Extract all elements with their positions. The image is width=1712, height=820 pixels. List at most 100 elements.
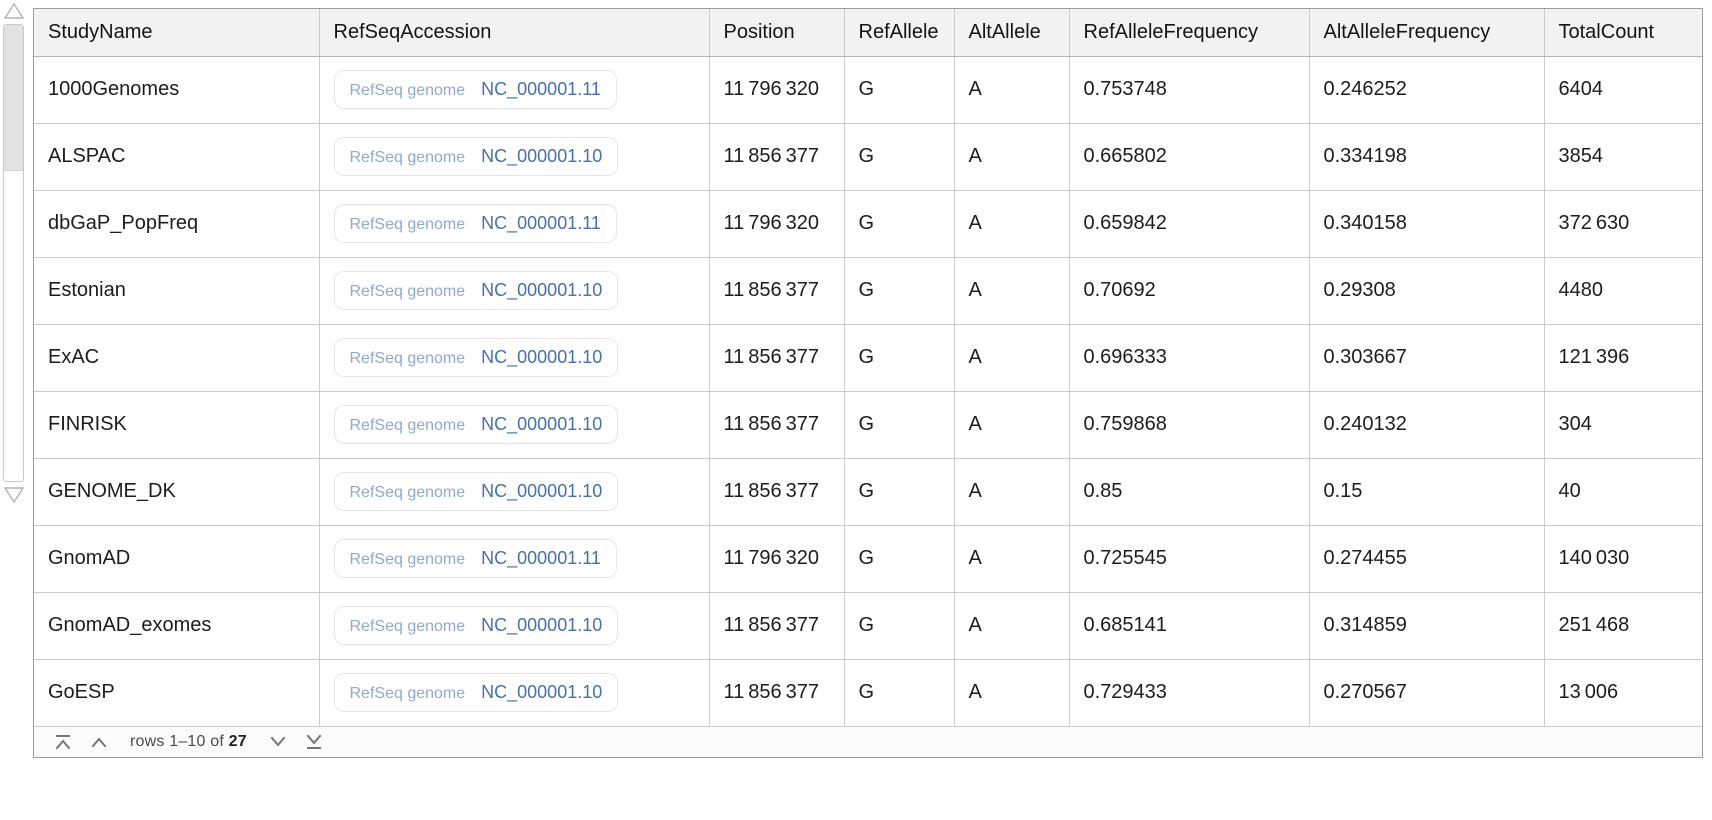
total-count-cell: 3854 [1544, 123, 1702, 191]
first-page-button[interactable] [48, 730, 78, 754]
refseq-accession-link[interactable]: NC_000001.10 [481, 682, 603, 702]
scroll-down-button[interactable] [2, 486, 26, 504]
position-cell: 11 856 377 [709, 458, 845, 526]
refseq-accession-link[interactable]: NC_000001.11 [481, 213, 601, 233]
refseq-accession-link[interactable]: NC_000001.10 [481, 414, 603, 434]
study-name-cell: 1000Genomes [34, 56, 320, 124]
position-cell: 11 796 320 [709, 56, 845, 124]
refseq-accession-link[interactable]: NC_000001.11 [481, 548, 601, 568]
position-cell: 11 856 377 [709, 123, 845, 191]
refseq-genome-label: RefSeq genome [349, 417, 466, 434]
first-page-icon [55, 734, 71, 749]
table-row: GnomAD_exomes RefSeq genome NC_000001.10 11… [34, 592, 1702, 660]
refseq-accession-link[interactable]: NC_000001.10 [481, 481, 603, 501]
table-row: Estonian RefSeq genome NC_000001.10 11 856 … [34, 257, 1702, 325]
column-header-totalcount: TotalCount [1544, 9, 1702, 57]
alt-allele-frequency-cell: 0.240132 [1309, 391, 1545, 459]
ref-allele-cell: G [844, 56, 955, 124]
refseq-accession-link[interactable]: NC_000001.10 [481, 615, 603, 635]
column-header-studyname: StudyName [34, 9, 320, 57]
refseq-accession-cell: RefSeq genome NC_000001.10 [319, 659, 710, 727]
position-cell: 11 856 377 [709, 324, 845, 392]
refseq-accession-link[interactable]: NC_000001.10 [481, 347, 603, 367]
refseq-accession-link[interactable]: NC_000001.11 [481, 79, 601, 99]
alt-allele-frequency-cell: 0.303667 [1309, 324, 1545, 392]
refseq-accession-badge: RefSeq genome NC_000001.10 [333, 472, 619, 511]
alt-allele-frequency-cell: 0.274455 [1309, 525, 1545, 593]
alt-allele-cell: A [954, 324, 1070, 392]
frequency-table: StudyName RefSeqAccession Position RefAllel… [34, 9, 1702, 727]
refseq-accession-badge: RefSeq genome NC_000001.10 [333, 405, 619, 444]
rows-range-text: rows 1–10 of [130, 732, 225, 750]
ref-allele-cell: G [844, 324, 955, 392]
column-header-altallelefrequency: AltAlleleFrequency [1309, 9, 1545, 57]
study-name-cell: dbGaP_PopFreq [34, 190, 320, 258]
column-header-refallele: RefAllele [844, 9, 955, 57]
position-cell: 11 856 377 [709, 592, 845, 660]
ref-allele-frequency-cell: 0.70692 [1069, 257, 1310, 325]
refseq-genome-label: RefSeq genome [349, 216, 466, 233]
total-count-cell: 13 006 [1544, 659, 1702, 727]
refseq-accession-cell: RefSeq genome NC_000001.10 [319, 257, 710, 325]
total-count-cell: 140 030 [1544, 525, 1702, 593]
refseq-genome-label: RefSeq genome [349, 618, 466, 635]
study-name-cell: ALSPAC [34, 123, 320, 191]
total-rows-count: 27 [228, 732, 247, 750]
study-name-cell: Estonian [34, 257, 320, 325]
alt-allele-frequency-cell: 0.270567 [1309, 659, 1545, 727]
ref-allele-frequency-cell: 0.85 [1069, 458, 1310, 526]
refseq-accession-cell: RefSeq genome NC_000001.11 [319, 56, 710, 124]
frequency-table-panel: StudyName RefSeqAccession Position RefAllel… [33, 8, 1703, 758]
ref-allele-cell: G [844, 659, 955, 727]
alt-allele-frequency-cell: 0.29308 [1309, 257, 1545, 325]
ref-allele-cell: G [844, 123, 955, 191]
alt-allele-frequency-cell: 0.340158 [1309, 190, 1545, 258]
refseq-accession-cell: RefSeq genome NC_000001.11 [319, 525, 710, 593]
refseq-accession-cell: RefSeq genome NC_000001.10 [319, 458, 710, 526]
table-row: GoESP RefSeq genome NC_000001.10 11 856 377… [34, 659, 1702, 727]
last-page-button[interactable] [299, 730, 329, 754]
scroll-up-button[interactable] [2, 2, 26, 20]
study-name-cell: FINRISK [34, 391, 320, 459]
refseq-genome-label: RefSeq genome [349, 484, 466, 501]
position-cell: 11 856 377 [709, 257, 845, 325]
ref-allele-frequency-cell: 0.753748 [1069, 56, 1310, 124]
prev-page-button[interactable] [84, 730, 114, 754]
refseq-genome-label: RefSeq genome [349, 149, 466, 166]
scrollbar-thumb[interactable] [4, 25, 23, 171]
refseq-accession-link[interactable]: NC_000001.10 [481, 280, 603, 300]
total-count-cell: 121 396 [1544, 324, 1702, 392]
refseq-genome-label: RefSeq genome [349, 685, 466, 702]
refseq-genome-label: RefSeq genome [349, 551, 466, 568]
ref-allele-frequency-cell: 0.659842 [1069, 190, 1310, 258]
column-header-refallelefrequency: RefAlleleFrequency [1069, 9, 1310, 57]
table-header-row: StudyName RefSeqAccession Position RefAllel… [34, 9, 1702, 57]
refseq-accession-badge: RefSeq genome NC_000001.10 [333, 338, 619, 377]
table-row: GENOME_DK RefSeq genome NC_000001.10 11 856… [34, 458, 1702, 526]
study-name-cell: GENOME_DK [34, 458, 320, 526]
position-cell: 11 856 377 [709, 391, 845, 459]
study-name-cell: GnomAD [34, 525, 320, 593]
ref-allele-cell: G [844, 190, 955, 258]
refseq-accession-badge: RefSeq genome NC_000001.10 [333, 271, 619, 310]
refseq-accession-badge: RefSeq genome NC_000001.10 [333, 137, 619, 176]
prev-page-icon [91, 736, 107, 747]
total-count-cell: 6404 [1544, 56, 1702, 124]
refseq-accession-badge: RefSeq genome NC_000001.11 [333, 70, 617, 109]
refseq-accession-badge: RefSeq genome NC_000001.10 [333, 673, 619, 712]
alt-allele-cell: A [954, 123, 1070, 191]
scrollbar-track[interactable] [3, 24, 24, 482]
table-row: dbGaP_PopFreq RefSeq genome NC_000001.11 11… [34, 190, 1702, 258]
refseq-accession-link[interactable]: NC_000001.10 [481, 146, 603, 166]
total-count-cell: 40 [1544, 458, 1702, 526]
last-page-icon [306, 734, 322, 749]
study-name-cell: GoESP [34, 659, 320, 727]
ref-allele-frequency-cell: 0.759868 [1069, 391, 1310, 459]
table-row: ExAC RefSeq genome NC_000001.10 11 856 377 G… [34, 324, 1702, 392]
alt-allele-cell: A [954, 659, 1070, 727]
refseq-accession-badge: RefSeq genome NC_000001.11 [333, 539, 617, 578]
next-page-button[interactable] [263, 730, 293, 754]
refseq-genome-label: RefSeq genome [349, 82, 466, 99]
ref-allele-cell: G [844, 525, 955, 593]
position-cell: 11 796 320 [709, 525, 845, 593]
